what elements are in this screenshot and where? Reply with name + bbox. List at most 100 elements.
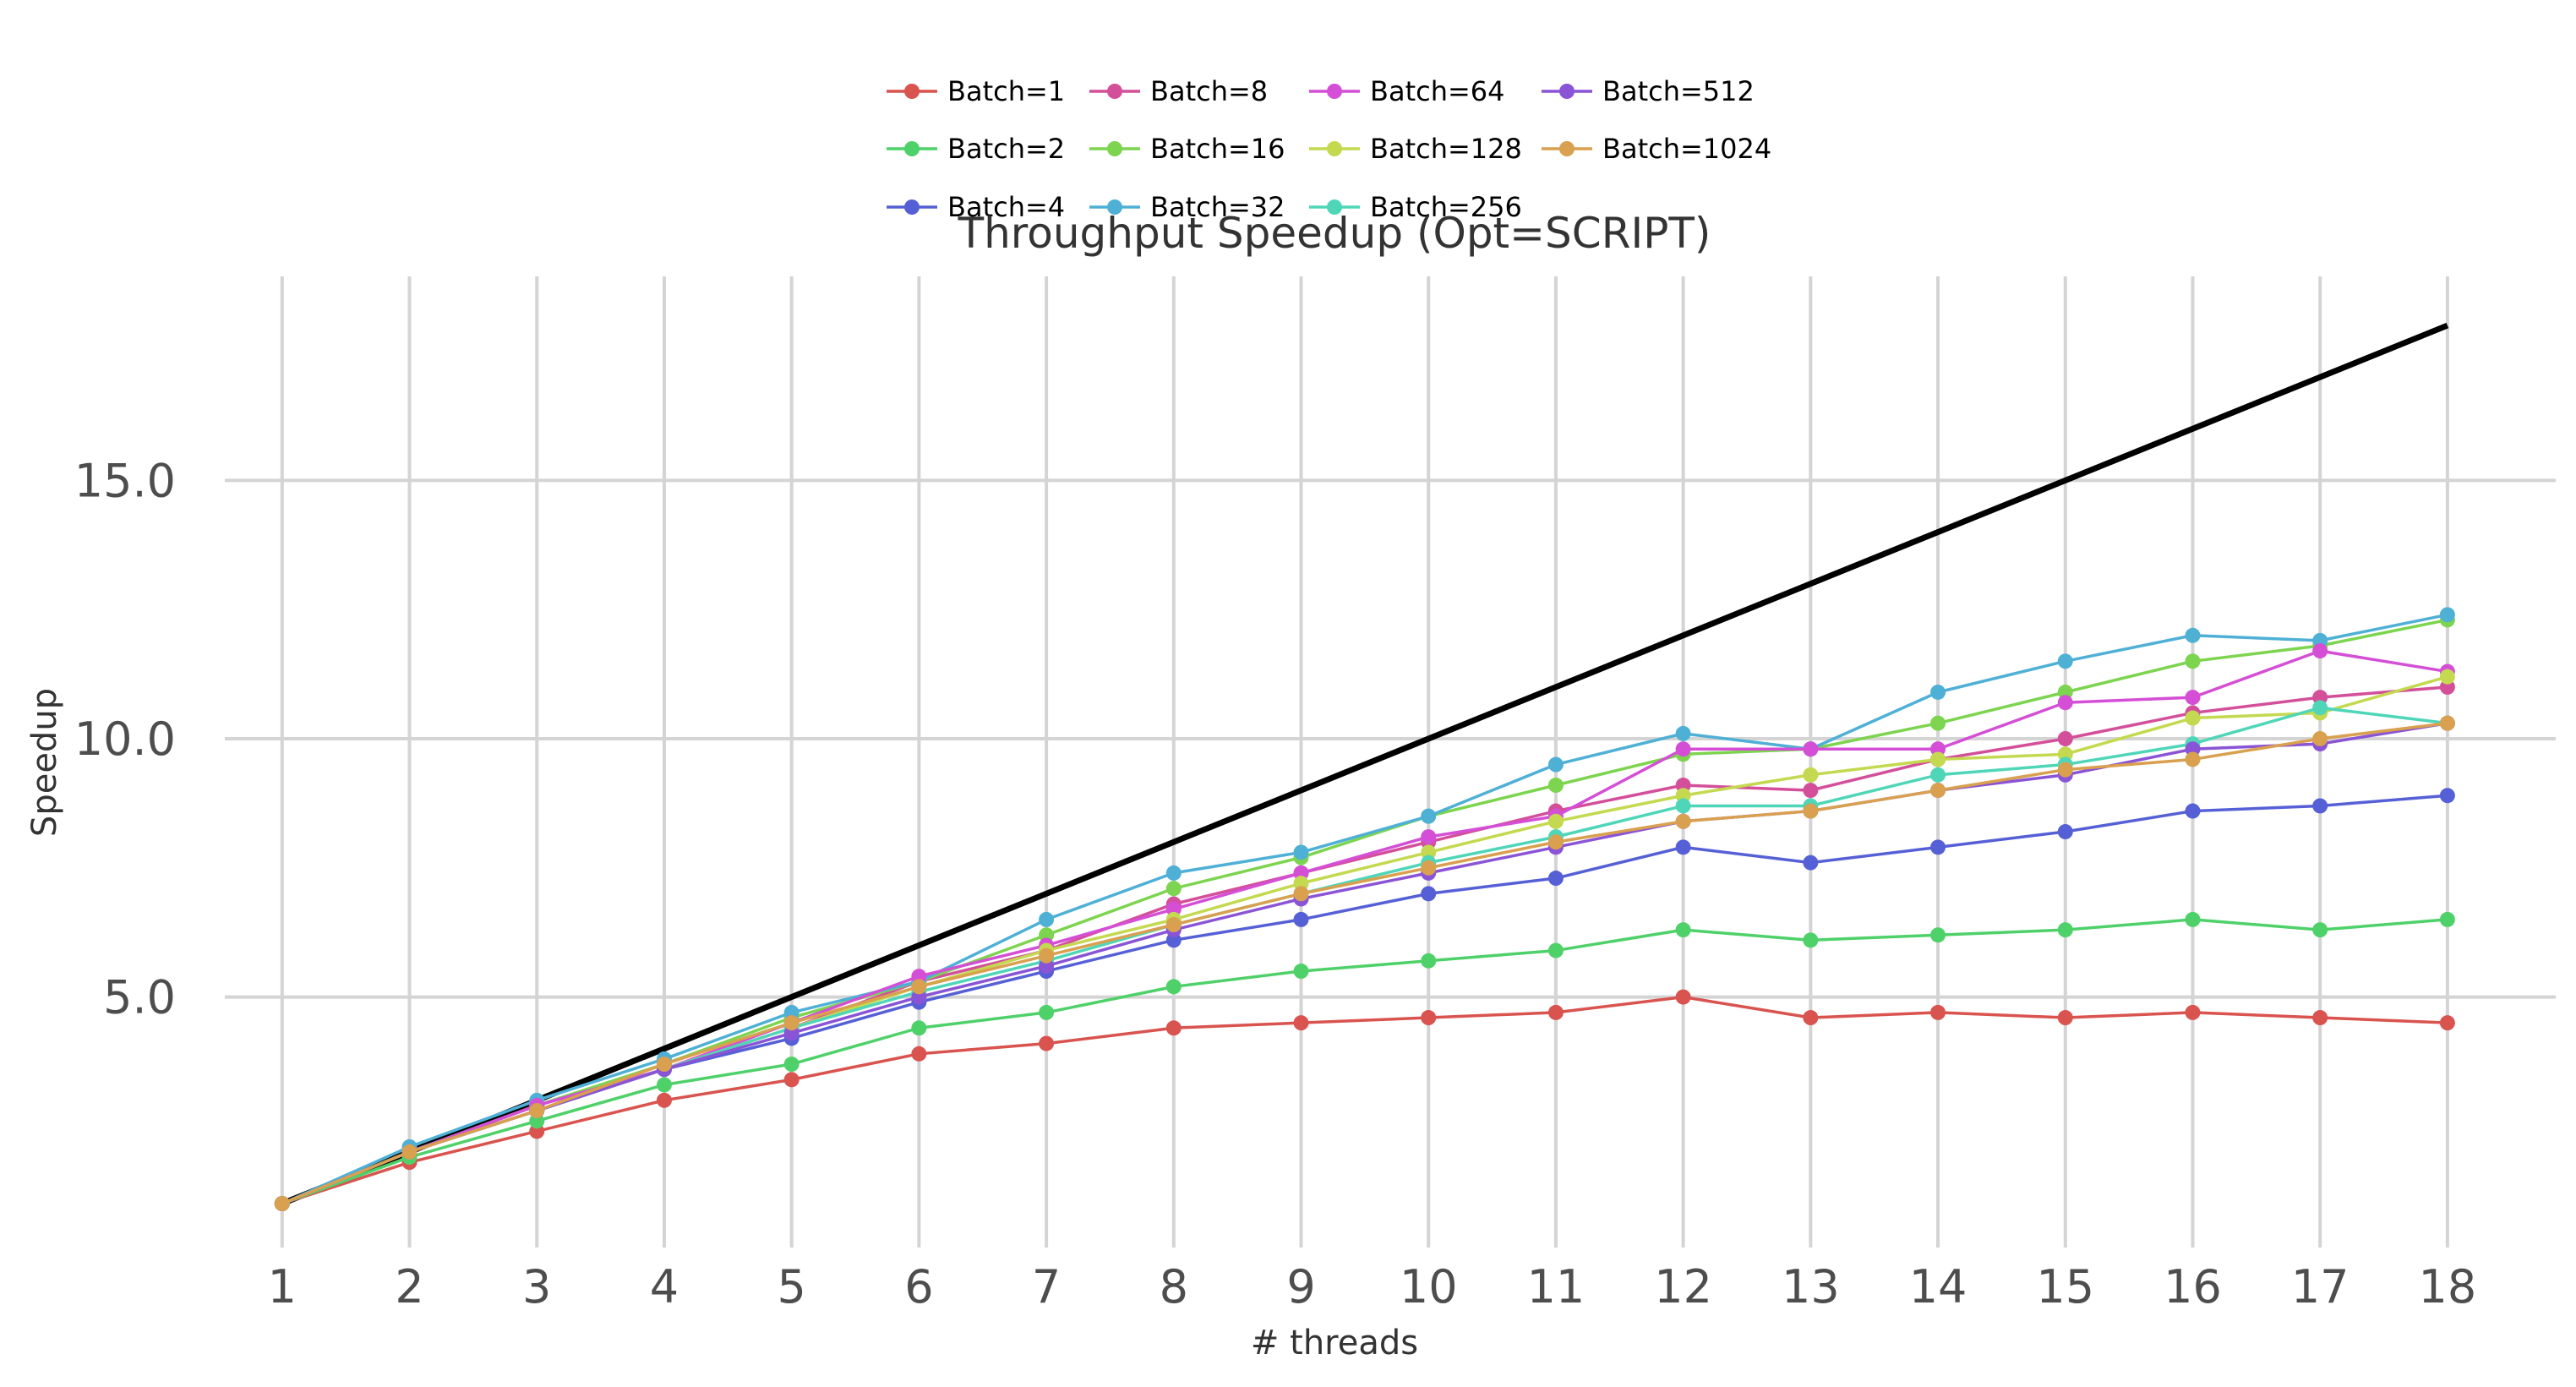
data-point	[2185, 803, 2201, 819]
legend-swatch-marker	[1107, 141, 1122, 156]
x-axis-title: # threads	[1251, 1324, 1418, 1362]
legend-label: Batch=128	[1370, 133, 1522, 165]
series-group	[274, 788, 2455, 1212]
data-point	[1675, 922, 1691, 938]
data-point	[2439, 669, 2455, 685]
data-point	[1421, 886, 1437, 902]
data-point	[656, 1077, 672, 1093]
data-point	[783, 1015, 800, 1031]
legend-label: Batch=16	[1150, 133, 1285, 165]
data-point	[2312, 643, 2328, 659]
y-tick-label: 5.0	[103, 971, 176, 1024]
data-point	[1547, 813, 1564, 829]
data-point	[2312, 700, 2328, 716]
legend-item: Batch=32	[1089, 191, 1285, 223]
legend-label: Batch=4	[947, 191, 1065, 223]
data-point	[911, 1020, 927, 1036]
data-point	[1421, 808, 1437, 824]
data-point	[656, 1057, 672, 1073]
data-point	[1803, 803, 1819, 819]
legend: Batch=1 Batch=2 Batch=4 Batch=8 Batch=16 Batc…	[887, 75, 1771, 223]
legend-item: Batch=1	[887, 75, 1065, 107]
legend-swatch-marker	[904, 141, 920, 156]
data-point	[1547, 778, 1564, 794]
data-point	[529, 1103, 545, 1119]
data-point	[2439, 788, 2455, 804]
legend-swatch-marker	[1327, 84, 1342, 99]
legend-swatch-marker	[904, 84, 920, 99]
data-point	[783, 1057, 800, 1073]
data-point	[911, 979, 927, 995]
data-point	[1547, 1004, 1564, 1020]
data-point	[401, 1144, 418, 1160]
data-point	[2185, 690, 2201, 706]
data-point	[1803, 783, 1819, 799]
data-point	[1803, 855, 1819, 871]
data-point	[1930, 767, 1946, 783]
data-point	[1165, 865, 1182, 881]
data-point	[2057, 695, 2073, 711]
data-point	[2057, 922, 2073, 938]
legend-label: Batch=64	[1370, 75, 1505, 107]
series-group	[274, 715, 2455, 1212]
legend-item: Batch=1024	[1542, 133, 1771, 165]
legend-item: Batch=256	[1309, 191, 1522, 223]
legend-item: Batch=64	[1309, 75, 1505, 107]
data-point	[1421, 953, 1437, 969]
data-point	[1803, 767, 1819, 783]
x-tick-label: 9	[1286, 1260, 1315, 1313]
legend-swatch-marker	[1327, 141, 1342, 156]
series-line	[281, 721, 2448, 1205]
x-tick-label: 15	[2036, 1260, 2094, 1313]
data-point	[1930, 684, 1946, 700]
x-tick-label: 17	[2291, 1260, 2350, 1313]
data-point	[1675, 813, 1691, 829]
legend-swatch-marker	[1559, 141, 1575, 156]
data-point	[1165, 917, 1182, 933]
series-line	[281, 995, 2448, 1205]
data-point	[1039, 947, 1055, 964]
data-point	[2057, 653, 2073, 669]
series-group	[274, 643, 2455, 1212]
data-point	[1930, 783, 1946, 799]
data-point	[1421, 829, 1437, 845]
legend-swatch-marker	[904, 199, 920, 215]
legend-label: Batch=256	[1370, 191, 1522, 223]
series-line	[281, 618, 2448, 1205]
x-tick-label: 11	[1527, 1260, 1585, 1313]
data-point	[1675, 839, 1691, 855]
data-point	[1930, 751, 1946, 767]
data-point	[2312, 1010, 2328, 1026]
legend-label: Batch=2	[947, 133, 1065, 165]
data-point	[1803, 741, 1819, 757]
x-tick-label: 12	[1654, 1260, 1712, 1313]
data-point	[2185, 653, 2201, 669]
legend-item: Batch=8	[1089, 75, 1268, 107]
data-point	[2439, 715, 2455, 731]
data-point	[1293, 1015, 1309, 1031]
series-line	[281, 706, 2448, 1205]
data-point	[2057, 1010, 2073, 1026]
x-tick-label: 3	[522, 1260, 551, 1313]
legend-swatch-marker	[1107, 84, 1122, 99]
data-point	[1547, 871, 1564, 887]
ideal-line	[281, 322, 2449, 1207]
data-point	[1547, 942, 1564, 958]
data-point	[2057, 762, 2073, 778]
data-point	[1675, 725, 1691, 741]
data-point	[2312, 798, 2328, 814]
legend-item: Batch=128	[1309, 133, 1522, 165]
data-point	[2312, 922, 2328, 938]
legend-swatch-marker	[1107, 199, 1122, 215]
series-group	[274, 612, 2455, 1212]
data-point	[1165, 881, 1182, 897]
data-point	[1675, 989, 1691, 1005]
data-point	[1803, 932, 1819, 948]
data-point	[1165, 979, 1182, 995]
data-point	[1165, 1020, 1182, 1036]
x-tick-label: 13	[1782, 1260, 1840, 1313]
series-line	[281, 918, 2448, 1205]
series-group	[274, 607, 2455, 1212]
